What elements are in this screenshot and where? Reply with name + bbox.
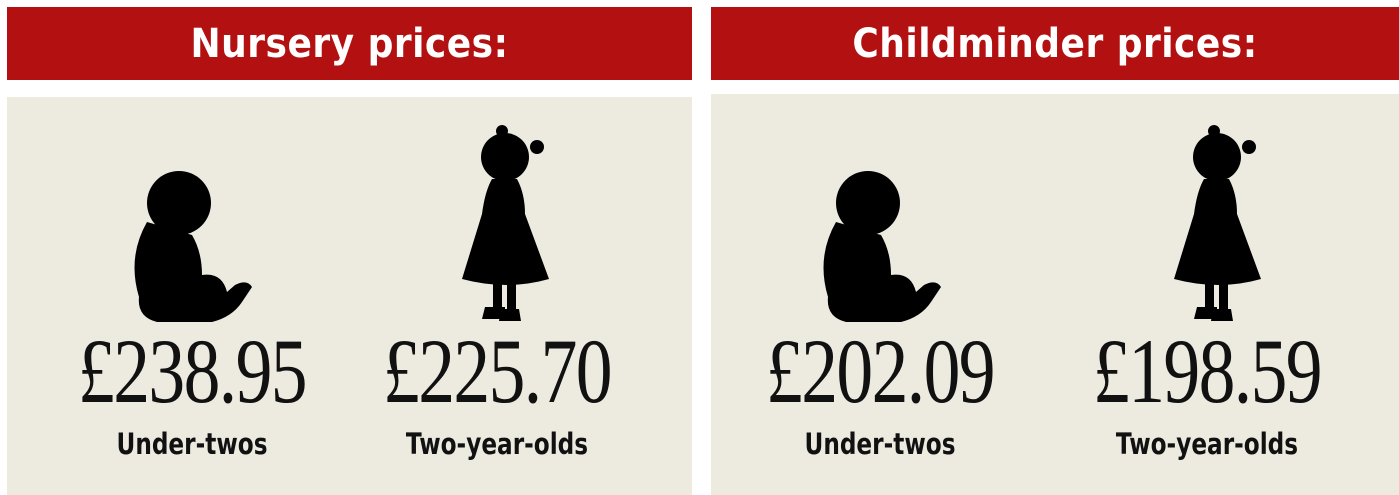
panel-title: Childminder prices: [711, 7, 1399, 80]
price: £198.59 [1093, 320, 1323, 422]
price-label: Under-twos [804, 427, 956, 461]
girl-silhouette [457, 119, 557, 329]
baby-silhouette [117, 167, 257, 327]
price: £225.70 [383, 320, 613, 422]
panel-title: Nursery prices: [7, 7, 692, 80]
price-label: Under-twos [116, 427, 268, 461]
panel: £202.09 Under-twos £198.59 Two-year-olds [711, 94, 1399, 495]
price-label: Two-year-olds [1115, 427, 1299, 461]
baby-silhouette [806, 167, 946, 327]
price: £238.95 [78, 320, 308, 422]
price-label: Two-year-olds [405, 427, 589, 461]
girl-silhouette [1169, 119, 1269, 329]
price: £202.09 [766, 320, 996, 422]
panel: £238.95 Under-twos £225.70 Two-year-olds [7, 97, 692, 495]
